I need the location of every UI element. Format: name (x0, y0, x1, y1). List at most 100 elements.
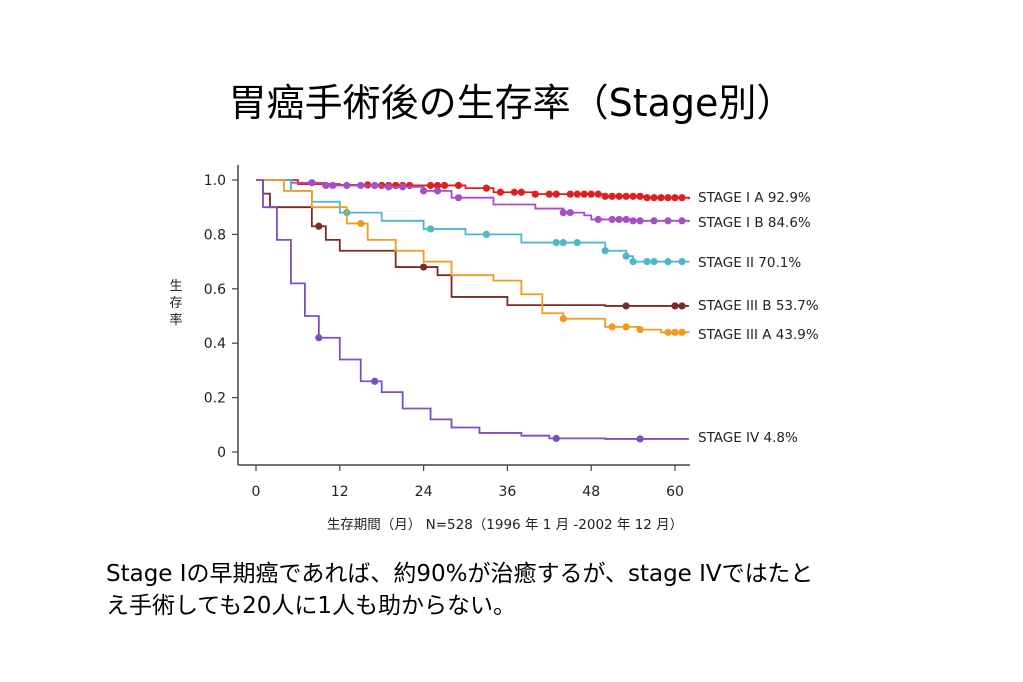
x-tick-label: 0 (252, 484, 261, 500)
chart-series (256, 179, 690, 443)
censor-point (315, 334, 323, 342)
censor-point (615, 192, 623, 200)
censor-point (671, 328, 679, 336)
y-tick-label: 0.4 (204, 336, 226, 352)
censor-point (629, 217, 637, 225)
y-tick-label: 1.0 (204, 173, 226, 189)
censor-point (643, 258, 651, 266)
censor-point (587, 190, 595, 198)
censor-point (322, 181, 330, 190)
censor-point (622, 252, 630, 260)
caption-line-1: Stage Iの早期癌であれば、約90%が治癒するが、stage IVではたと (106, 561, 814, 587)
censor-point (343, 181, 351, 190)
censor-point (482, 230, 491, 238)
censor-point (496, 188, 505, 196)
censor-point (671, 302, 679, 310)
censor-point (315, 222, 323, 230)
censor-point (636, 192, 644, 200)
censor-point (420, 187, 428, 195)
censor-point (399, 183, 407, 191)
caption-line-2: え手術しても20人に1人も助からない。 (106, 593, 517, 619)
censor-point (426, 181, 435, 190)
censor-point (650, 217, 658, 225)
x-tick-label: 12 (331, 484, 349, 500)
censor-point (517, 188, 525, 196)
x-tick-label: 60 (666, 484, 684, 500)
series-label: STAGE I B 84.6% (698, 215, 811, 231)
series-5 (256, 179, 690, 336)
censor-point (385, 183, 393, 191)
censor-point (433, 181, 442, 190)
y-axis-label: 率 (169, 312, 182, 328)
censor-point (454, 194, 463, 202)
censor-point (622, 192, 630, 200)
censor-point (594, 190, 602, 198)
censor-point (454, 181, 463, 190)
censor-point (308, 179, 316, 187)
censor-point (678, 328, 686, 336)
censor-point (573, 190, 581, 198)
y-tick-label: 0.6 (204, 282, 226, 298)
censor-point (420, 263, 428, 271)
slide-title: 胃癌手術後の生存率（Stage別） (228, 81, 795, 125)
censor-point (678, 258, 686, 266)
censor-point (608, 192, 616, 200)
x-axis-label: 生存期間（月） N=528（1996 年 1 月 -2002 年 12 月） (327, 517, 683, 533)
censor-point (580, 190, 588, 198)
series-label: STAGE IV 4.8% (698, 430, 798, 446)
censor-point (357, 181, 365, 190)
censor-point (601, 192, 609, 200)
censor-point (671, 194, 679, 202)
censor-point (636, 326, 644, 334)
censor-point (657, 194, 665, 202)
censor-point (357, 219, 365, 228)
censor-point (636, 217, 644, 225)
censor-point (566, 209, 574, 217)
series-label: STAGE I A 92.9% (698, 190, 811, 206)
censor-point (573, 238, 581, 247)
censor-point (608, 323, 616, 331)
censor-point (636, 435, 644, 443)
censor-point (629, 192, 637, 200)
censor-point (482, 184, 491, 192)
series-6 (256, 179, 689, 443)
censor-point (552, 190, 560, 198)
censor-point (650, 258, 658, 266)
censor-point (371, 377, 379, 385)
censor-point (426, 225, 435, 233)
x-tick-label: 36 (498, 484, 516, 500)
censor-point (601, 247, 609, 255)
censor-point (433, 187, 442, 195)
censor-point (559, 238, 567, 247)
censor-point (664, 328, 672, 336)
censor-point (650, 194, 658, 202)
censor-point (594, 215, 602, 224)
censor-point (440, 181, 449, 190)
x-tick-label: 24 (415, 484, 433, 500)
series-label: STAGE III A 43.9% (698, 327, 819, 343)
censor-point (371, 181, 379, 190)
censor-point (664, 217, 672, 225)
series-label: STAGE II 70.1% (698, 255, 801, 271)
censor-point (622, 323, 630, 331)
censor-point (552, 434, 560, 442)
censor-point (531, 190, 539, 198)
y-tick-label: 0.8 (204, 227, 226, 243)
censor-point (406, 181, 414, 190)
censor-point (608, 215, 616, 224)
censor-point (615, 215, 623, 224)
series-label: STAGE III B 53.7% (698, 298, 819, 314)
censor-point (566, 190, 574, 198)
censor-point (552, 238, 560, 247)
series-line (256, 179, 689, 440)
censor-point (664, 194, 672, 202)
y-axis-label: 生 (169, 279, 182, 294)
censor-point (510, 188, 518, 196)
censor-point (664, 258, 672, 266)
censor-point (629, 258, 637, 266)
censor-point (678, 217, 686, 225)
censor-point (678, 302, 686, 310)
chart-labels: STAGE I A 92.9% STAGE I B 84.6% STAGE II 7… (698, 190, 819, 446)
y-axis-label: 存 (169, 296, 182, 311)
